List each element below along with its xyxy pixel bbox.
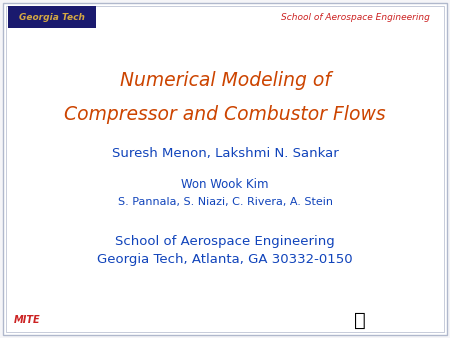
- Text: Georgia Tech, Atlanta, GA 30332-0150: Georgia Tech, Atlanta, GA 30332-0150: [97, 254, 353, 266]
- Text: MITE: MITE: [14, 315, 40, 325]
- Text: 🐝: 🐝: [354, 311, 366, 330]
- Text: Georgia Tech: Georgia Tech: [19, 13, 85, 22]
- Text: Numerical Modeling of: Numerical Modeling of: [120, 71, 330, 90]
- Text: Compressor and Combustor Flows: Compressor and Combustor Flows: [64, 105, 386, 124]
- Text: Suresh Menon, Lakshmi N. Sankar: Suresh Menon, Lakshmi N. Sankar: [112, 146, 338, 160]
- Bar: [8, 6, 96, 28]
- Text: Won Wook Kim: Won Wook Kim: [181, 177, 269, 191]
- Text: School of Aerospace Engineering: School of Aerospace Engineering: [281, 14, 430, 23]
- Text: School of Aerospace Engineering: School of Aerospace Engineering: [115, 235, 335, 247]
- Text: S. Pannala, S. Niazi, C. Rivera, A. Stein: S. Pannala, S. Niazi, C. Rivera, A. Stei…: [117, 197, 333, 207]
